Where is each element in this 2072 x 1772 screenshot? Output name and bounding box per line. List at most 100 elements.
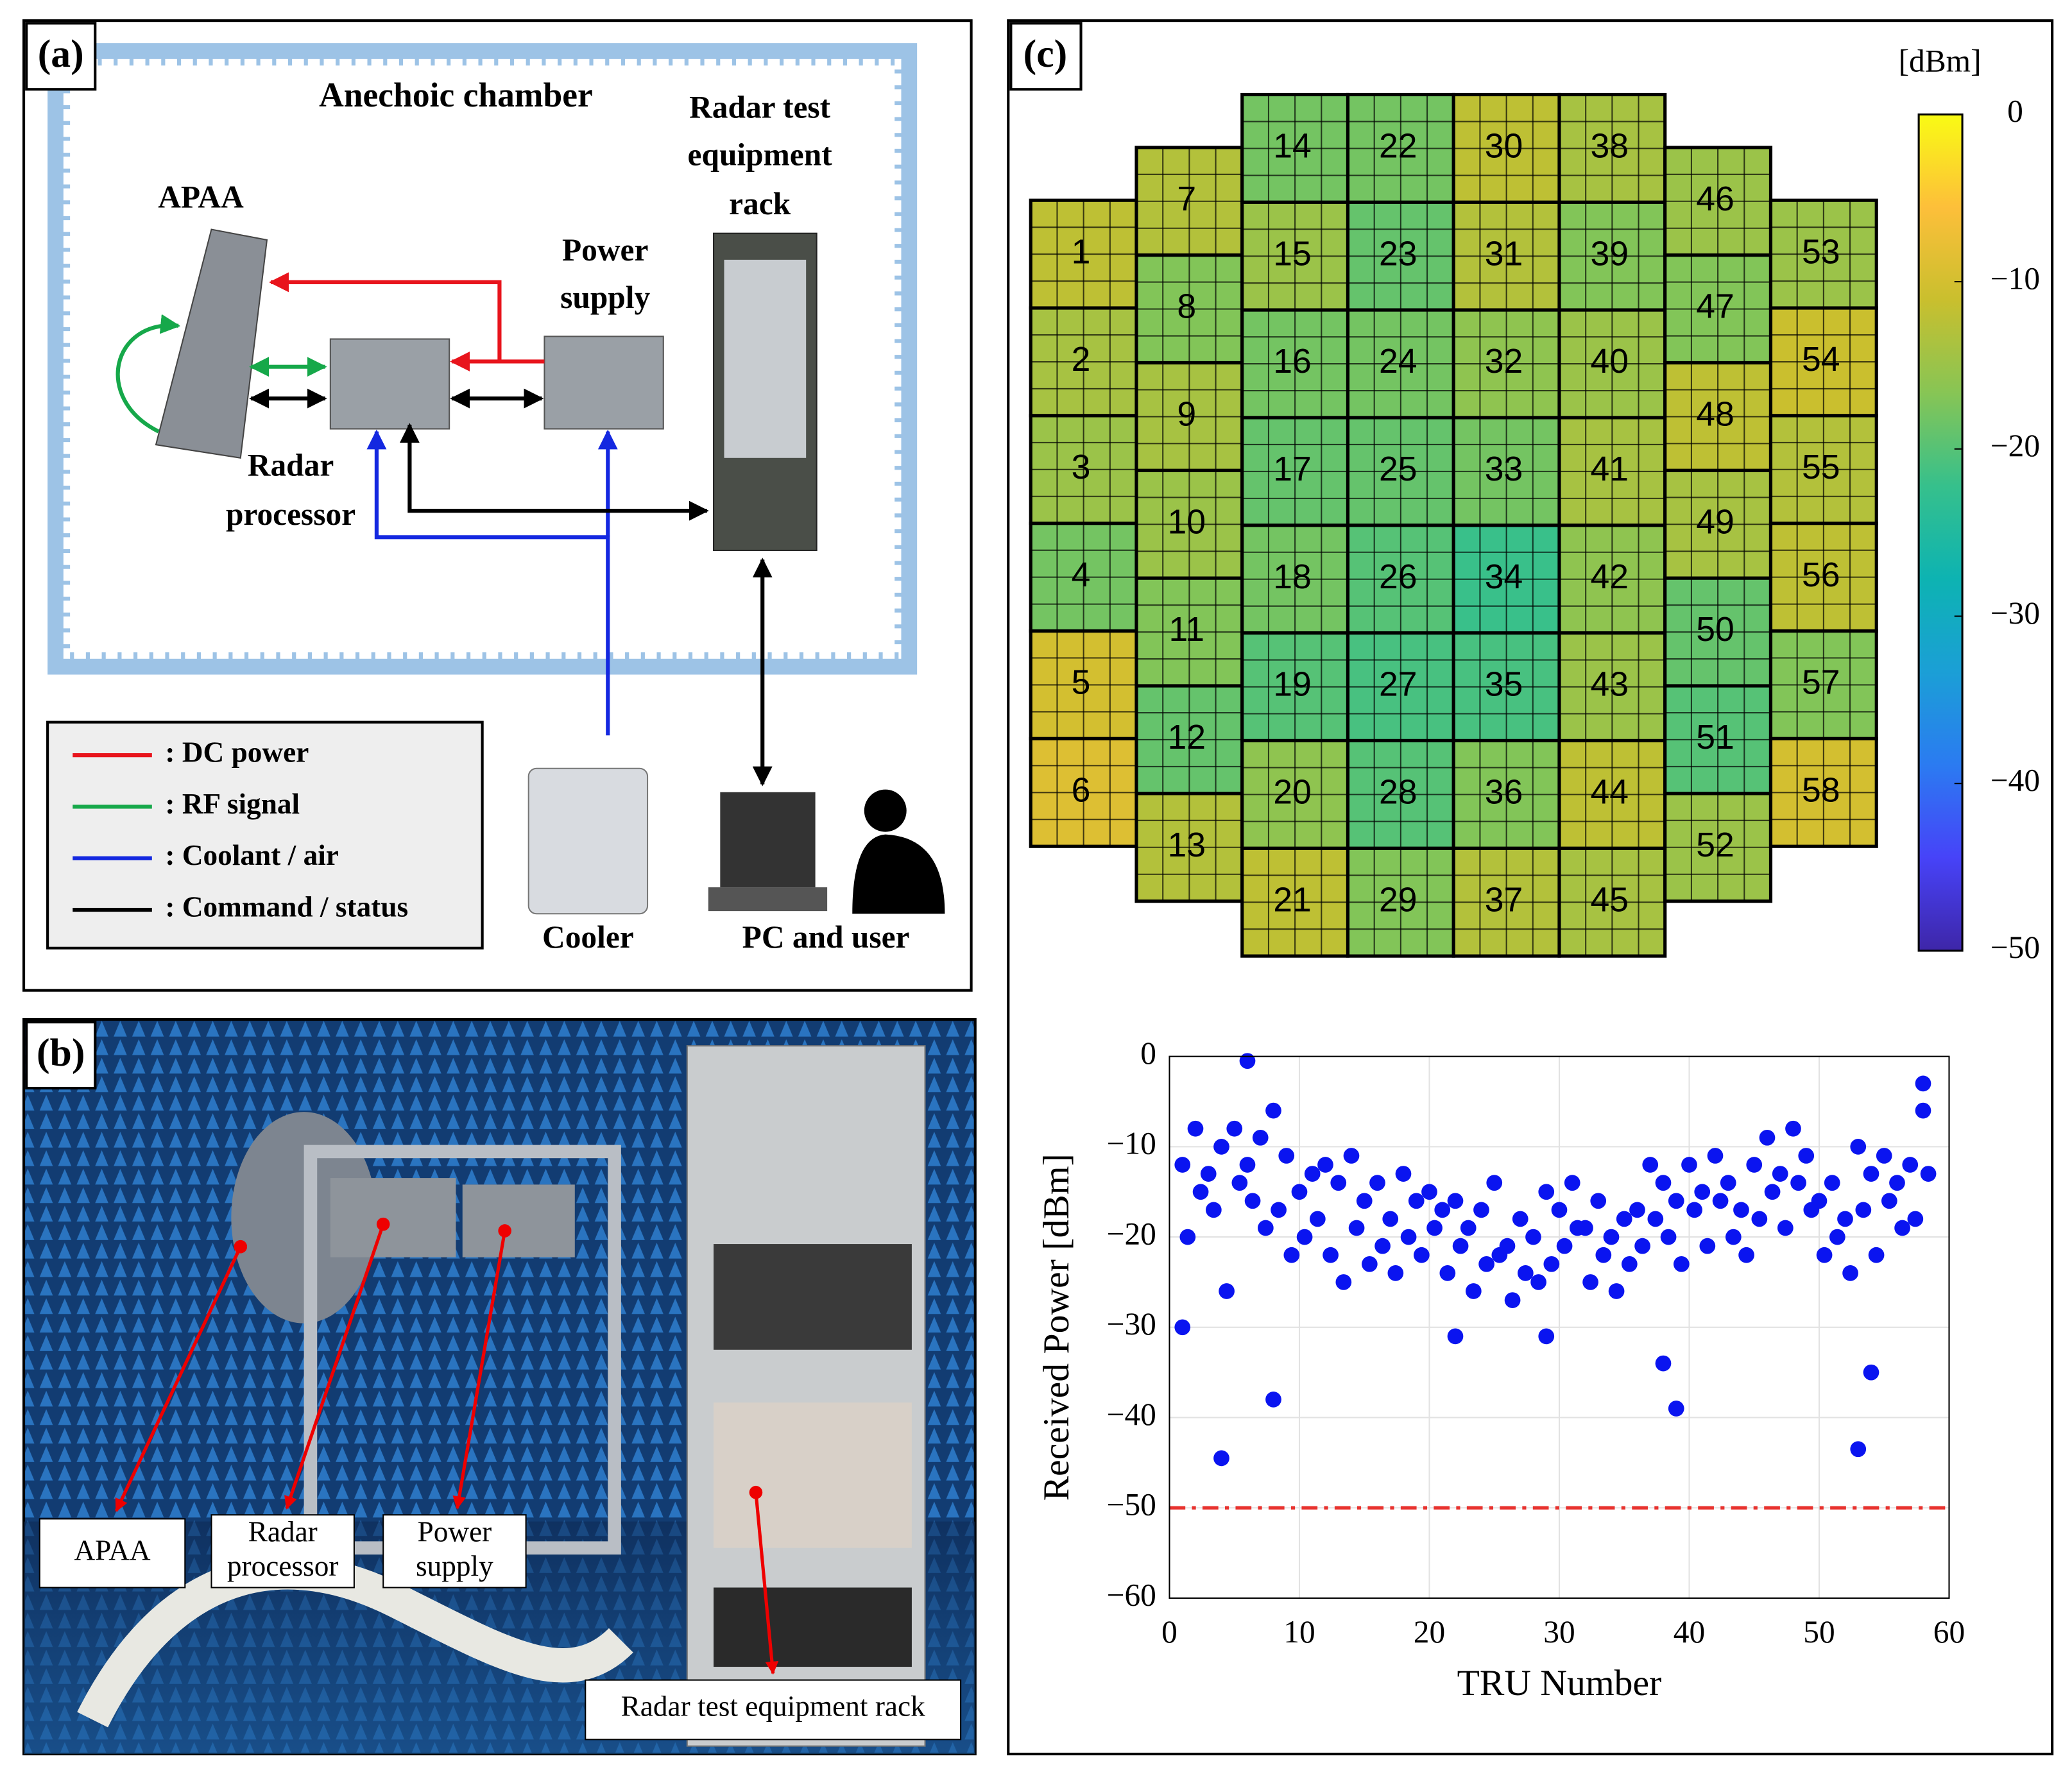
- tru-label: 11: [1169, 611, 1204, 649]
- pointer-dot: [498, 1224, 511, 1238]
- point: [1629, 1202, 1645, 1218]
- point: [1837, 1211, 1853, 1227]
- point: [1772, 1166, 1788, 1182]
- point: [1187, 1120, 1204, 1137]
- tru-label: 7: [1177, 180, 1196, 218]
- point: [1863, 1364, 1879, 1381]
- callout-text: Radar test equipment rack: [621, 1690, 926, 1722]
- panel-label: (b): [37, 1031, 85, 1075]
- point: [1504, 1292, 1521, 1308]
- point: [1673, 1256, 1690, 1272]
- point: [1486, 1175, 1503, 1191]
- point: [1356, 1193, 1373, 1209]
- rack-panel: [724, 259, 807, 458]
- x-tick-label: 20: [1414, 1614, 1445, 1649]
- point: [1257, 1220, 1274, 1236]
- point: [1343, 1148, 1360, 1164]
- pointer-dot: [749, 1485, 763, 1499]
- photo-processor: [330, 1178, 456, 1257]
- point: [1686, 1202, 1702, 1218]
- point: [1816, 1247, 1833, 1263]
- point: [1447, 1328, 1464, 1345]
- point: [1439, 1265, 1456, 1281]
- point: [1530, 1274, 1546, 1290]
- tru-label: 27: [1379, 666, 1417, 704]
- point: [1759, 1129, 1776, 1146]
- point: [1460, 1220, 1477, 1236]
- point: [1751, 1211, 1768, 1227]
- x-tick-label: 50: [1803, 1614, 1835, 1649]
- point: [1400, 1229, 1417, 1245]
- user-icon: [864, 789, 907, 832]
- point: [1278, 1148, 1295, 1164]
- callout-text: supply: [416, 1550, 493, 1582]
- point: [1603, 1229, 1620, 1245]
- point: [1374, 1238, 1391, 1254]
- tru-label: 57: [1802, 664, 1840, 702]
- panel-a: (a) Anechoic chamber Radar test equipmen…: [22, 19, 973, 992]
- tru-label: 35: [1485, 666, 1523, 704]
- callout-box: [210, 1514, 355, 1589]
- tru-label: 25: [1379, 450, 1417, 488]
- tru-label: 2: [1072, 341, 1091, 379]
- point: [1764, 1184, 1781, 1200]
- point: [1538, 1328, 1555, 1345]
- label-box: [25, 22, 97, 91]
- point: [1387, 1265, 1404, 1281]
- callout-text: APAA: [74, 1534, 150, 1566]
- colorbar-label: [dBm]: [1899, 43, 1982, 78]
- callout-box: [382, 1514, 527, 1589]
- tru-label: 13: [1167, 826, 1206, 864]
- point: [1213, 1139, 1229, 1155]
- point: [1395, 1166, 1412, 1182]
- pc-user-label: PC and user: [742, 919, 910, 955]
- rf-line: [116, 314, 181, 434]
- point: [1174, 1157, 1191, 1173]
- laptop-base: [708, 887, 828, 912]
- radar-processor-label: Radar: [248, 448, 334, 483]
- tru-label: 16: [1273, 343, 1312, 380]
- point: [1323, 1247, 1339, 1263]
- point: [1231, 1175, 1248, 1191]
- tru-label: 32: [1485, 343, 1523, 380]
- panel-label: (a): [38, 32, 84, 76]
- point: [1850, 1139, 1867, 1155]
- tru-label: 44: [1590, 774, 1629, 812]
- point: [1271, 1202, 1287, 1218]
- point: [1447, 1193, 1464, 1209]
- point: [1369, 1175, 1385, 1191]
- pointer-dot: [234, 1240, 248, 1254]
- point: [1725, 1229, 1742, 1245]
- power-supply-label: Power: [562, 232, 648, 268]
- point: [1907, 1211, 1924, 1227]
- point: [1244, 1193, 1261, 1209]
- point: [1811, 1193, 1828, 1209]
- point: [1538, 1184, 1555, 1200]
- processor-icon: [329, 338, 450, 430]
- point: [1746, 1157, 1763, 1173]
- point: [1699, 1238, 1716, 1254]
- point: [1616, 1211, 1632, 1227]
- tru-label: 48: [1696, 396, 1734, 434]
- plot-frame: [1169, 1055, 1950, 1599]
- cooler-icon: [527, 767, 649, 915]
- pointer-line: [754, 1492, 779, 1675]
- point: [1824, 1175, 1840, 1191]
- point: [1668, 1193, 1684, 1209]
- tru-label: 17: [1273, 450, 1312, 488]
- point: [1200, 1166, 1217, 1182]
- point: [1551, 1202, 1568, 1218]
- point: [1608, 1283, 1625, 1299]
- point: [1829, 1229, 1845, 1245]
- tru-label: 47: [1696, 288, 1734, 326]
- point: [1915, 1102, 1931, 1119]
- point: [1478, 1256, 1494, 1272]
- point: [1219, 1283, 1235, 1299]
- tru-label: 3: [1072, 448, 1091, 486]
- tru-label: 30: [1485, 128, 1523, 166]
- tru-label: 38: [1590, 128, 1629, 166]
- tru-label: 9: [1177, 396, 1196, 434]
- legend-text: : RF signal: [165, 788, 300, 820]
- tru-label: 34: [1485, 558, 1523, 596]
